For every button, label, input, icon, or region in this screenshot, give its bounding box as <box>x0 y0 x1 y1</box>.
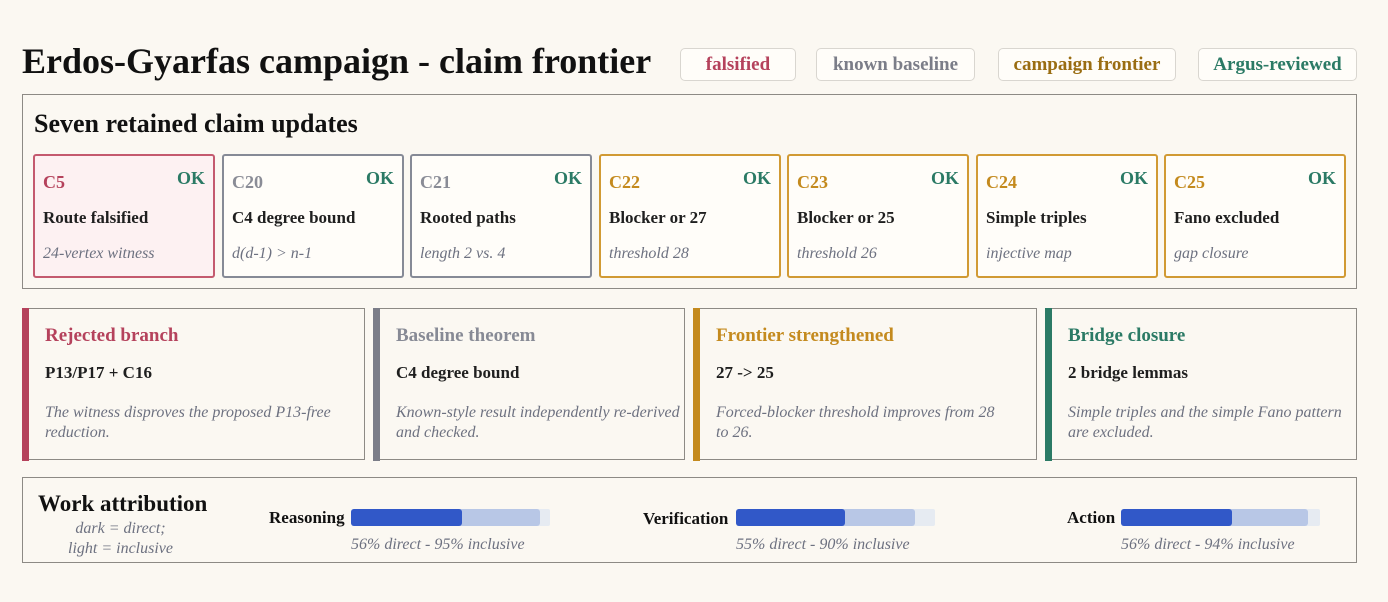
metric-bar-direct <box>736 509 846 526</box>
metric-bar-direct <box>1121 509 1233 526</box>
legend-campaign-frontier: campaign frontier <box>998 48 1176 81</box>
summary-text: Known-style result independently re-deri… <box>396 404 680 441</box>
claim-id: C22 <box>609 172 640 192</box>
summary-text: Simple triples and the simple Fano patte… <box>1068 404 1342 441</box>
metric-caption-verification: 55% direct - 90% inclusive <box>736 536 910 553</box>
claim-id: C5 <box>43 172 65 192</box>
claim-note: threshold 26 <box>797 245 877 262</box>
claim-note: threshold 28 <box>609 245 689 262</box>
metric-label-reasoning: Reasoning <box>269 508 345 527</box>
summary-value: C4 degree bound <box>396 363 520 382</box>
legend-known-baseline: known baseline <box>816 48 975 81</box>
claim-status: OK <box>176 168 205 188</box>
claim-note: injective map <box>986 245 1072 262</box>
work-attribution-note-line2: light = inclusive <box>68 540 173 557</box>
claim-status: OK <box>365 168 394 188</box>
work-attribution-panel: Work attribution dark = direct; light = … <box>22 477 1357 563</box>
metric-bar-direct <box>351 509 463 526</box>
claim-card-c25[interactable]: C25 OK Fano excluded gap closure <box>1164 154 1346 278</box>
legend-argus-reviewed-label: Argus-reviewed <box>1213 53 1342 75</box>
claim-note: length 2 vs. 4 <box>420 245 506 262</box>
claim-label: Simple triples <box>986 208 1087 227</box>
work-attribution-note-line1: dark = direct; <box>75 520 166 537</box>
metric-label-verification: Verification <box>643 509 729 528</box>
summary-title: Rejected branch <box>45 325 179 346</box>
claim-card-c24[interactable]: C24 OK Simple triples injective map <box>976 154 1158 278</box>
claim-label: Blocker or 27 <box>609 208 707 227</box>
claim-status: OK <box>1307 168 1336 188</box>
claims-panel: Seven retained claim updates C5 OK Route… <box>22 94 1357 289</box>
legend-falsified: falsified <box>680 48 796 81</box>
claims-panel-title: Seven retained claim updates <box>34 109 358 138</box>
summary-title: Baseline theorem <box>396 325 536 346</box>
legend-known-baseline-label: known baseline <box>832 53 959 75</box>
summary-value: 27 -> 25 <box>716 363 774 382</box>
summary-bridge-closure: Bridge closure 2 bridge lemmas Simple tr… <box>1044 307 1357 461</box>
claim-status: OK <box>742 168 771 188</box>
claim-id: C23 <box>797 172 828 192</box>
claim-card-c23[interactable]: C23 OK Blocker or 25 threshold 26 <box>787 154 969 278</box>
legend-argus-reviewed: Argus-reviewed <box>1198 48 1357 81</box>
claim-label: Rooted paths <box>420 208 516 227</box>
claim-label: C4 degree bound <box>232 208 356 227</box>
claim-status: OK <box>1119 168 1148 188</box>
work-attribution-title: Work attribution <box>38 491 208 516</box>
claim-note: gap closure <box>1174 245 1249 262</box>
summary-accent-bar <box>372 307 380 461</box>
claim-label: Blocker or 25 <box>797 208 895 227</box>
claim-card-c20[interactable]: C20 OK C4 degree bound d(d-1) > n-1 <box>222 154 404 278</box>
metric-caption-reasoning: 56% direct - 95% inclusive <box>351 536 525 553</box>
summary-text: The witness disproves the proposed P13-f… <box>45 404 331 441</box>
legend-campaign-frontier-label: campaign frontier <box>1013 53 1161 75</box>
summary-accent-bar <box>692 307 700 461</box>
summary-value: P13/P17 + C16 <box>45 363 152 382</box>
metric-caption-action: 56% direct - 94% inclusive <box>1121 536 1295 553</box>
metric-label-action: Action <box>1067 508 1116 527</box>
claim-card-c5[interactable]: C5 OK Route falsified 24-vertex witness <box>33 154 215 278</box>
claim-label: Route falsified <box>43 208 149 227</box>
claim-status: OK <box>930 168 959 188</box>
summary-accent-bar <box>21 307 29 461</box>
claim-id: C25 <box>1174 172 1205 192</box>
claim-status: OK <box>553 168 582 188</box>
claim-id: C21 <box>420 172 451 192</box>
summary-frontier-strengthened: Frontier strengthened 27 -> 25 Forced-bl… <box>692 307 1037 461</box>
summary-title: Bridge closure <box>1068 325 1186 346</box>
metric-bar-action <box>1121 509 1320 526</box>
summary-rejected-branch: Rejected branch P13/P17 + C16 The witnes… <box>21 307 365 461</box>
claim-note: 24-vertex witness <box>43 245 155 262</box>
claim-card-c21[interactable]: C21 OK Rooted paths length 2 vs. 4 <box>410 154 592 278</box>
metric-bar-verification <box>736 509 935 526</box>
claim-id: C20 <box>232 172 263 192</box>
claim-id: C24 <box>986 172 1017 192</box>
claim-note: d(d-1) > n-1 <box>232 245 313 262</box>
claim-card-c22[interactable]: C22 OK Blocker or 27 threshold 28 <box>599 154 781 278</box>
legend-falsified-label: falsified <box>705 53 771 75</box>
metric-bar-reasoning <box>351 509 550 526</box>
summary-accent-bar <box>1044 307 1052 461</box>
summary-text: Forced-blocker threshold improves from 2… <box>716 404 995 441</box>
summary-baseline-theorem: Baseline theorem C4 degree bound Known-s… <box>372 307 685 461</box>
claim-label: Fano excluded <box>1174 208 1280 227</box>
summary-title: Frontier strengthened <box>716 325 894 346</box>
summary-value: 2 bridge lemmas <box>1068 363 1188 382</box>
page-title: Erdos-Gyarfas campaign - claim frontier <box>22 41 652 81</box>
